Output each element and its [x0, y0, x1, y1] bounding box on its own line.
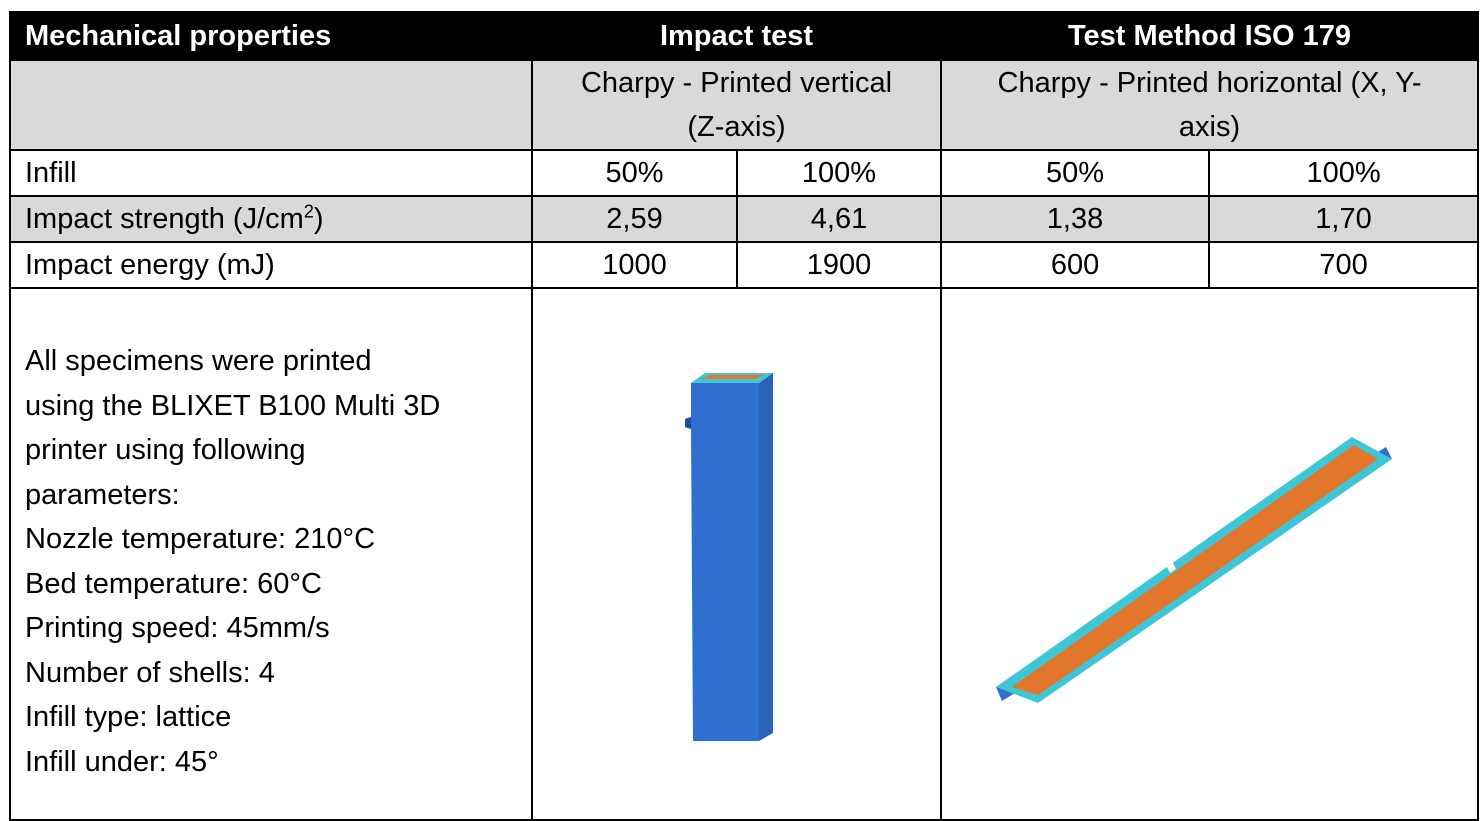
mechanical-properties-table: Mechanical properties Impact test Test M…	[9, 11, 1480, 821]
row-label-end: )	[313, 203, 324, 235]
row-label-superscript: 2	[303, 201, 314, 222]
table-row-impact-energy: Impact energy (mJ) 1000 1900 600 700	[9, 241, 1480, 289]
subheader-horizontal-line1: Charpy - Printed horizontal (X, Y-	[997, 67, 1422, 99]
table-cell: 1900	[735, 241, 943, 289]
description-cell: All specimens were printed using the BLI…	[9, 287, 533, 821]
table-cell: 100%	[735, 149, 943, 197]
print-parameters-text: All specimens were printed using the BLI…	[25, 290, 530, 784]
table-cell: 1,38	[940, 195, 1211, 243]
subheader-horizontal-line2: axis)	[1178, 111, 1241, 143]
horizontal-specimen-render	[996, 437, 1393, 703]
row-label-main: Impact strength (J/cm	[25, 203, 304, 235]
table-cell: 50%	[940, 149, 1211, 197]
subheader-row: Charpy - Printed vertical (Z-axis) Charp…	[9, 59, 1480, 151]
specimen-top-infill	[701, 375, 765, 379]
description-line: parameters:	[25, 478, 180, 511]
table-cell: 1000	[531, 241, 738, 289]
subheader-vertical: Charpy - Printed vertical (Z-axis)	[530, 59, 943, 151]
table-cell: 100%	[1208, 149, 1480, 197]
description-line: Printing speed: 45mm/s	[25, 612, 330, 644]
specimen-top-infill	[1012, 445, 1379, 695]
table-row-impact-strength: Impact strength (J/cm2) 2,59 4,61 1,38 1…	[9, 195, 1480, 243]
description-line: printer using following	[25, 434, 306, 466]
table-cell: 700	[1208, 241, 1480, 289]
vertical-specimen-cell	[530, 287, 943, 821]
specimen-side-face	[759, 373, 773, 741]
horizontal-specimen-cell	[940, 287, 1480, 821]
subheader-empty	[9, 59, 533, 151]
row-label: Infill	[9, 149, 533, 197]
description-line: Nozzle temperature: 210°C	[25, 523, 376, 555]
table-cell: 2,59	[531, 195, 738, 243]
row-label: Impact strength (J/cm2)	[9, 195, 533, 243]
row-label: Impact energy (mJ)	[9, 241, 533, 289]
specimen-notch	[1166, 561, 1177, 573]
header-row: Mechanical properties Impact test Test M…	[9, 11, 1480, 61]
table-cell: 1,70	[1208, 195, 1480, 243]
description-line: Bed temperature: 60°C	[25, 567, 322, 600]
table-cell: 50%	[531, 149, 738, 197]
header-mechanical-properties: Mechanical properties	[9, 11, 533, 61]
description-line: Infill under: 45°	[25, 745, 219, 778]
description-line: using the BLIXET B100 Multi 3D	[25, 389, 441, 422]
description-line: All specimens were printed	[25, 345, 372, 377]
specimen-front-face	[685, 383, 759, 741]
header-impact-test: Impact test	[530, 11, 943, 61]
description-row: All specimens were printed using the BLI…	[9, 287, 1480, 821]
subheader-vertical-line2: (Z-axis)	[687, 111, 786, 143]
description-line: Number of shells: 4	[25, 656, 275, 689]
vertical-specimen-render	[685, 373, 773, 741]
table-cell: 4,61	[735, 195, 943, 243]
header-test-method: Test Method ISO 179	[940, 11, 1480, 61]
table-cell: 600	[940, 241, 1211, 289]
subheader-vertical-line1: Charpy - Printed vertical	[580, 67, 893, 99]
description-line: Infill type: lattice	[25, 701, 232, 733]
specimen-notch	[685, 417, 691, 429]
subheader-horizontal: Charpy - Printed horizontal (X, Y- axis)	[940, 59, 1480, 151]
table-row-infill: Infill 50% 100% 50% 100%	[9, 149, 1480, 197]
